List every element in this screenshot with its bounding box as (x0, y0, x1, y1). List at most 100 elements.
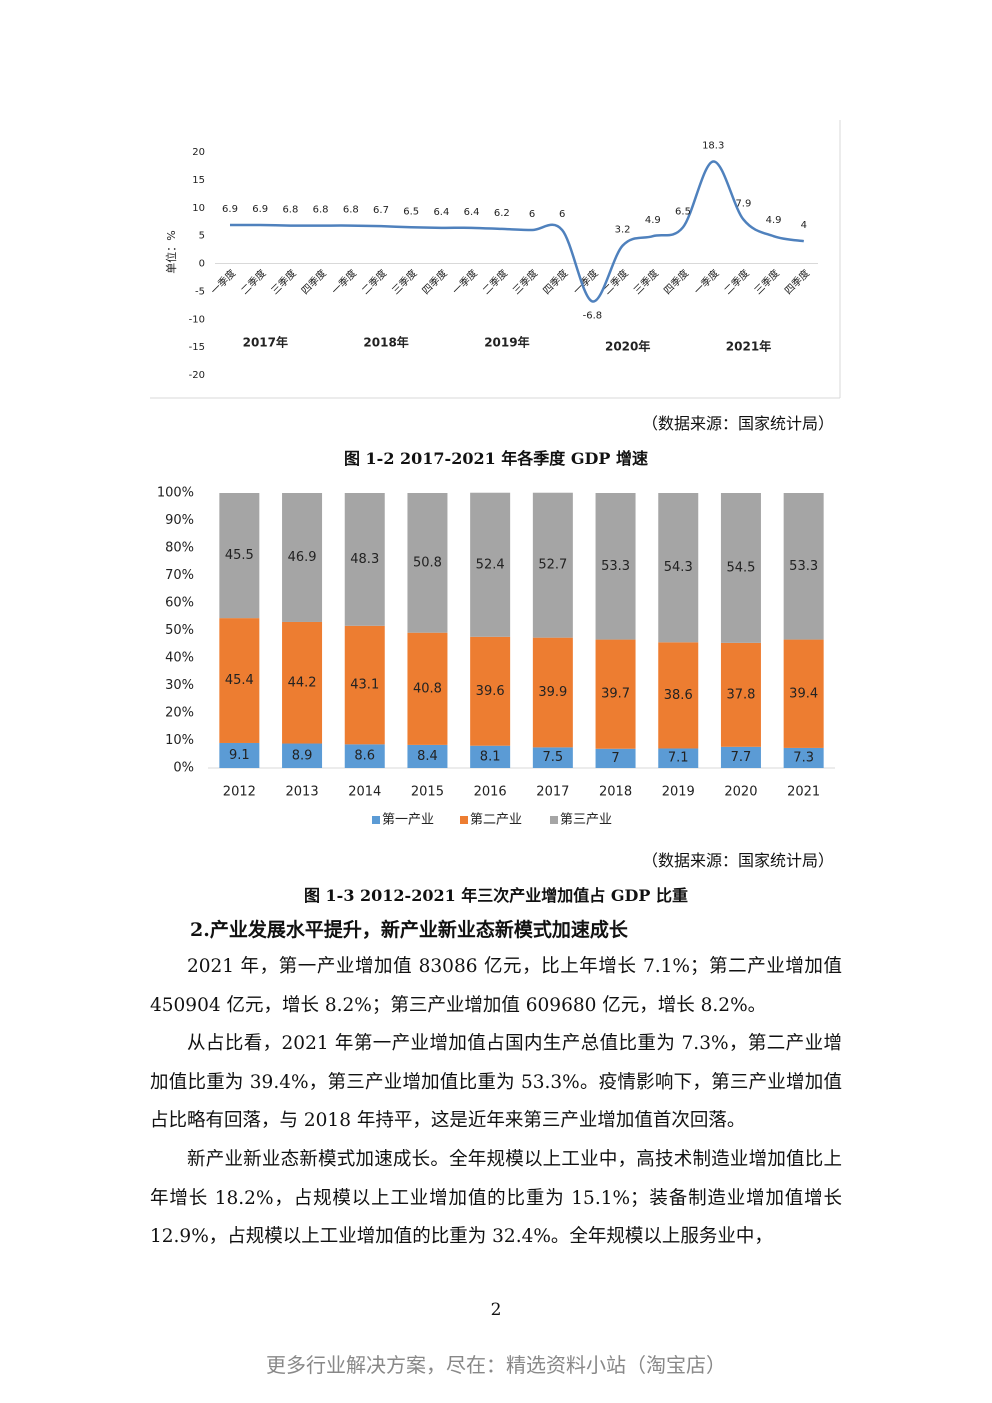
data-label: 6.9 (222, 204, 238, 215)
data-label: 45.5 (225, 548, 254, 563)
data-label: 7.7 (731, 750, 752, 765)
y-tick-label: -10 (189, 314, 205, 325)
data-label: 4.9 (766, 215, 782, 226)
data-label: 6 (529, 209, 535, 220)
data-label: 6.8 (282, 205, 298, 216)
y-tick-label: 20 (192, 147, 205, 158)
bar-segment (658, 748, 699, 768)
y-tick-label: 5 (199, 231, 205, 242)
legend-swatch (550, 816, 558, 824)
y-tick-label: 15 (192, 175, 205, 186)
x-tick-label: 2016 (474, 785, 507, 800)
data-label: 39.7 (601, 687, 630, 702)
bar-segment (532, 747, 573, 768)
bar-segment (407, 744, 448, 768)
data-label: 6.4 (433, 207, 449, 218)
source: （数据来源：国家统计局） (641, 851, 834, 870)
data-label: 54.3 (664, 560, 693, 575)
data-label: 6.9 (252, 204, 268, 215)
paragraph: 新产业新业态新模式加速成长。全年规模以上工业中，高技术制造业增加值比上年增长 1… (150, 1149, 842, 1247)
y-tick-label: 10 (192, 203, 205, 214)
bar-segment (783, 493, 824, 640)
x-tick-label: 四季度 (298, 267, 328, 297)
x-tick-label: 三季度 (389, 267, 419, 297)
data-label: 6.5 (403, 206, 419, 217)
y-tick-label: 0% (173, 761, 194, 776)
legend-label: 第一产业 (382, 813, 434, 828)
y-tick-label: 100% (157, 486, 194, 501)
x-tick-label: 四季度 (540, 267, 570, 297)
data-line (229, 160, 805, 303)
bar-segment (282, 493, 323, 622)
bar-segment (470, 492, 511, 637)
x-tick-label: 2014 (348, 785, 381, 800)
x-tick-label: 三季度 (631, 267, 661, 297)
data-label: 18.3 (702, 140, 724, 151)
y-tick-label: 40% (165, 651, 194, 666)
bar-segment (407, 632, 448, 745)
data-label: 48.3 (350, 552, 379, 567)
data-label: 4.9 (645, 215, 661, 226)
legend-swatch (460, 816, 468, 824)
data-label: 7.9 (735, 198, 751, 209)
bar-segment (783, 639, 824, 748)
data-label: 44.2 (288, 675, 317, 690)
data-label: 6 (559, 209, 565, 220)
data-label: 7.5 (543, 750, 564, 765)
x-tick-label: 2019 (662, 785, 695, 800)
data-label: 8.1 (480, 749, 501, 764)
x-tick-label: 二季度 (238, 267, 268, 297)
x-tick-label: 三季度 (751, 267, 781, 297)
data-label: 52.7 (538, 558, 567, 573)
data-label: 7.3 (793, 750, 814, 765)
bar-segment (219, 618, 260, 743)
x-tick-label: 三季度 (510, 267, 540, 297)
y-tick-label: 0 (199, 259, 205, 270)
data-label: 8.6 (354, 749, 375, 764)
bar-segment (720, 642, 761, 747)
x-tick-label: 一季度 (449, 267, 479, 297)
y-tick-label: 30% (165, 678, 194, 693)
year-label: 2019年 (484, 335, 529, 350)
x-tick-label: 二季度 (721, 267, 751, 297)
bar-segment (470, 636, 511, 746)
bar-segment (532, 492, 573, 638)
legend-label: 第二产业 (470, 813, 522, 828)
x-tick-label: 二季度 (359, 267, 389, 297)
bar-segment (282, 621, 323, 744)
bar-segment (720, 493, 761, 643)
footer: 更多行业解决方案，尽在：精选资料小站（淘宝店） (266, 1353, 726, 1377)
data-label: 9.1 (229, 748, 250, 763)
x-tick-label: 2015 (411, 785, 444, 800)
legend-label: 第三产业 (560, 813, 612, 828)
x-tick-label: 四季度 (782, 267, 812, 297)
data-label: 7.1 (668, 751, 689, 766)
x-tick-label: 2017 (536, 785, 569, 800)
x-tick-label: 一季度 (208, 267, 238, 297)
legend-swatch (372, 816, 380, 824)
data-label: 53.3 (789, 559, 818, 574)
paragraph: 从占比看，2021 年第一产业增加值占国内生产总值比重为 7.3%，第二产业增加… (150, 1033, 842, 1131)
data-label: 46.9 (288, 550, 317, 565)
year-label: 2021年 (726, 339, 771, 354)
data-label: 6.7 (373, 205, 389, 216)
x-tick-label: 2013 (286, 785, 319, 800)
bar-segment (595, 748, 636, 768)
bar-segment (658, 493, 699, 643)
data-label: 6.4 (464, 207, 480, 218)
bar-segment (344, 625, 385, 745)
y-tick-label: 50% (165, 623, 194, 638)
charts: 单位：% 20151050-5-10-15-20一季度 二季度 三季度 四季度 一季度二… (150, 120, 841, 828)
x-tick-label: 2020 (724, 785, 757, 800)
data-label: -6.8 (583, 310, 603, 321)
bar-segment (470, 745, 511, 768)
x-tick-label: 一季度 (691, 267, 721, 297)
data-label: 6.2 (494, 208, 510, 219)
y-tick-label: 20% (165, 706, 194, 721)
y-axis-label: 单位：% (164, 230, 178, 273)
y-tick-label: 90% (165, 513, 194, 528)
data-label: 37.8 (726, 687, 755, 702)
y-tick-label: 80% (165, 541, 194, 556)
caption: 图 1-3 2012-2021 年三次产业增加值占 GDP 比重 (303, 886, 689, 905)
